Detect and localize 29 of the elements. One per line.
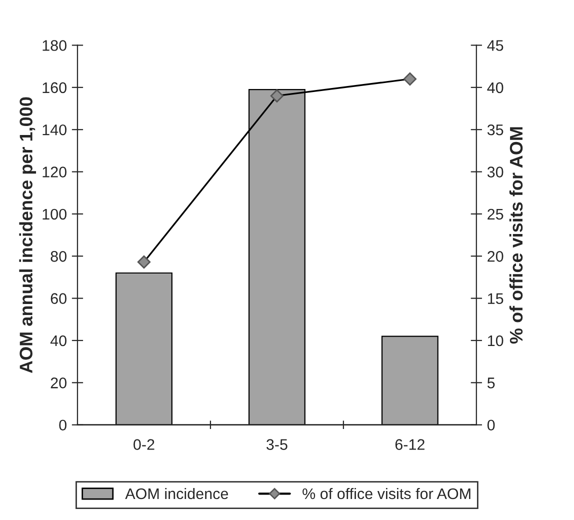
bar — [381, 336, 438, 425]
x-tick-label: 3-5 — [266, 439, 288, 450]
y-tick-label: 20 — [50, 378, 66, 388]
legend-label: AOM incidence — [125, 488, 228, 500]
x-tick-label: 0-2 — [134, 439, 154, 450]
bar — [116, 272, 172, 425]
y-tick-label: 120 — [42, 166, 66, 178]
y2-tick-label: 15 — [488, 293, 504, 304]
y2-tick-label: 10 — [488, 335, 504, 346]
y2-axis-title: % of office visits for AOM — [509, 127, 523, 344]
y-tick-label: 180 — [42, 40, 66, 51]
x-tick-label: 6-12 — [395, 439, 424, 450]
y2-tick-label: 40 — [487, 82, 504, 94]
y-tick-label: 160 — [42, 82, 66, 94]
y2-tick-label: 5 — [487, 378, 495, 388]
y2-tick-label: 20 — [488, 250, 504, 262]
y2-tick-label: 45 — [487, 40, 504, 51]
y2-tick-label: 0 — [487, 420, 495, 431]
y2-tick-label: 35 — [487, 124, 504, 136]
y-tick-label: 60 — [50, 293, 66, 304]
y2-tick-label: 25 — [488, 208, 504, 220]
y-tick-label: 140 — [42, 124, 66, 136]
y-tick-label: 100 — [42, 208, 66, 220]
y2-tick-label: 30 — [487, 166, 504, 178]
y-tick-label: 0 — [59, 420, 66, 431]
y-tick-label: 80 — [50, 250, 66, 262]
y-axis-title: AOM annual incidence per 1,000 — [19, 97, 36, 374]
legend-label: % of office visits for AOM — [302, 488, 470, 500]
y-tick-label: 40 — [50, 335, 66, 346]
